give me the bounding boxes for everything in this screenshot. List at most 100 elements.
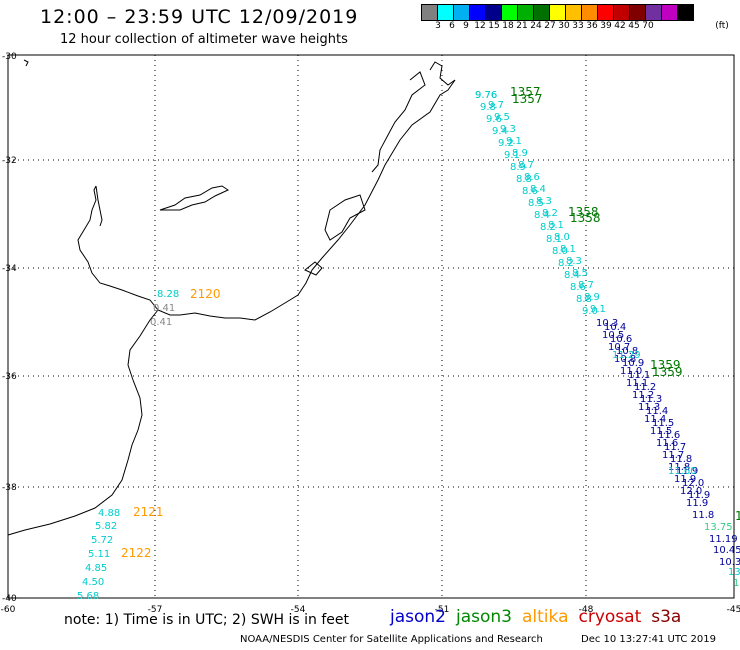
swh-value: 10.45 (713, 545, 740, 556)
svg-text:8.2: 8.2 (540, 222, 556, 233)
svg-text:11.1: 11.1 (628, 370, 650, 381)
svg-text:10.7: 10.7 (608, 342, 630, 353)
scale-label: 9 (463, 21, 469, 31)
scale-label: 24 (530, 21, 542, 31)
svg-text:8.6: 8.6 (570, 282, 586, 293)
svg-text:11.7: 11.7 (662, 450, 684, 461)
lat-label: -38 (2, 483, 17, 493)
svg-text:11.5: 11.5 (650, 426, 672, 437)
swh-value: 4.50 (82, 577, 104, 588)
scale-label: 33 (572, 21, 584, 31)
plot-frame (7, 54, 735, 599)
svg-text:11.3: 11.3 (640, 394, 662, 405)
svg-text:9.4: 9.4 (492, 126, 508, 137)
satellite-cryosat: cryosat (578, 607, 642, 627)
scale-label: 12 (474, 21, 486, 31)
svg-text:8.4: 8.4 (530, 184, 546, 195)
pass-label: 1358 (568, 205, 599, 219)
swh-value: 5.68 (77, 591, 99, 602)
svg-text:8.4: 8.4 (534, 210, 550, 221)
swh-value: 1 (733, 578, 739, 589)
svg-text:10.9: 10.9 (622, 358, 644, 369)
scale-label: 21 (516, 21, 528, 31)
pass-label: 1359 (652, 365, 683, 379)
svg-text:9.1: 9.1 (590, 304, 606, 315)
svg-text:8.5: 8.5 (528, 198, 544, 209)
svg-text:9.2: 9.2 (498, 138, 514, 149)
lon-labels: -60 -57 -54 -51 -48 -45 (1, 605, 740, 615)
svg-text:8.3: 8.3 (536, 196, 552, 207)
svg-text:9.5: 9.5 (494, 112, 510, 123)
svg-text:11.9: 11.9 (676, 466, 698, 477)
svg-text:9.0: 9.0 (582, 306, 598, 317)
track-cyan: 9.76 9.89.69.4 9.29.18.9 8.88.68.5 8.48.… (475, 90, 606, 317)
svg-text:10.8: 10.8 (616, 346, 638, 357)
pass-label: 1358 (570, 211, 601, 225)
svg-text:8.8: 8.8 (576, 294, 592, 305)
footer-credit: NOAA/NESDIS Center for Satellite Applica… (240, 634, 543, 645)
scale-label: 39 (600, 21, 612, 31)
lat-label: -34 (2, 264, 17, 274)
svg-text:11.4: 11.4 (644, 414, 666, 425)
svg-text:8.5: 8.5 (572, 268, 588, 279)
svg-text:8.0: 8.0 (554, 232, 570, 243)
svg-text:8.3: 8.3 (566, 256, 582, 267)
lon-label: -51 (435, 605, 450, 615)
svg-text:8.2: 8.2 (558, 258, 574, 269)
svg-text:9.7: 9.7 (488, 100, 504, 111)
svg-text:8.4: 8.4 (564, 270, 580, 281)
satellite-altika: altika (522, 607, 569, 627)
swh-value: 11.19 (709, 534, 738, 545)
pass-label: 1357 (512, 92, 543, 106)
swh-value: 8.28 (157, 289, 179, 300)
svg-text:11.1: 11.1 (626, 378, 648, 389)
scale-label: 42 (614, 21, 626, 31)
pass-label: 2122 (121, 546, 152, 560)
svg-text:11.3: 11.3 (638, 402, 660, 413)
svg-text:10.5: 10.5 (602, 330, 624, 341)
pass-label: 1 (735, 509, 740, 523)
svg-text:9.1: 9.1 (504, 150, 520, 161)
svg-text:9.1: 9.1 (506, 136, 522, 147)
swh-value: 11.29 (612, 350, 641, 361)
svg-text:8.7: 8.7 (518, 160, 534, 171)
swh-value: 11.60 (668, 466, 697, 477)
svg-text:11.9: 11.9 (686, 498, 708, 509)
pass-label: 2121 (133, 505, 164, 519)
scale-label: 18 (502, 21, 514, 31)
svg-text:11.7: 11.7 (664, 442, 686, 453)
scale-unit: (ft) (715, 21, 729, 31)
scale-label: 6 (449, 21, 455, 31)
svg-text:10.6: 10.6 (610, 334, 632, 345)
swh-value: 4.88 (98, 508, 120, 519)
svg-text:9.76: 9.76 (475, 90, 497, 101)
map-subtitle: 12 hour collection of altimeter wave hei… (60, 32, 348, 47)
svg-text:11.6: 11.6 (656, 438, 678, 449)
svg-text:10.8: 10.8 (614, 354, 636, 365)
svg-text:11.5: 11.5 (652, 418, 674, 429)
svg-text:11.9: 11.9 (674, 474, 696, 485)
pass-label: 1359 (650, 358, 681, 372)
svg-text:11.8: 11.8 (670, 454, 692, 465)
svg-text:8.6: 8.6 (524, 172, 540, 183)
scale-label: 70 (642, 21, 654, 31)
svg-text:10.4: 10.4 (604, 322, 626, 333)
svg-text:11.8: 11.8 (692, 510, 714, 521)
satellite-jason3: jason3 (456, 607, 512, 627)
svg-text:12.0: 12.0 (680, 486, 702, 497)
svg-text:8.2: 8.2 (542, 208, 558, 219)
svg-text:9.3: 9.3 (500, 124, 516, 135)
svg-text:8.1: 8.1 (560, 244, 576, 255)
map-title: 12:00 – 23:59 UTC 12/09/2019 (40, 6, 359, 28)
swh-value: 13.75 (704, 522, 733, 533)
svg-text:12.0: 12.0 (682, 478, 704, 489)
svg-text:11.4: 11.4 (646, 406, 668, 417)
lat-label: -32 (2, 156, 17, 166)
altimeter-track: 9.76 9.89.69.4 9.29.18.9 8.88.68.5 8.48.… (475, 90, 714, 521)
svg-text:11.9: 11.9 (688, 490, 710, 501)
graticule (8, 55, 734, 598)
swh-value: 5.11 (88, 549, 110, 560)
track-navy: 10.310.510.7 10.811.011.1 11.211.311.4 1… (596, 318, 714, 521)
coastline (7, 59, 456, 536)
svg-text:8.1: 8.1 (548, 220, 564, 231)
